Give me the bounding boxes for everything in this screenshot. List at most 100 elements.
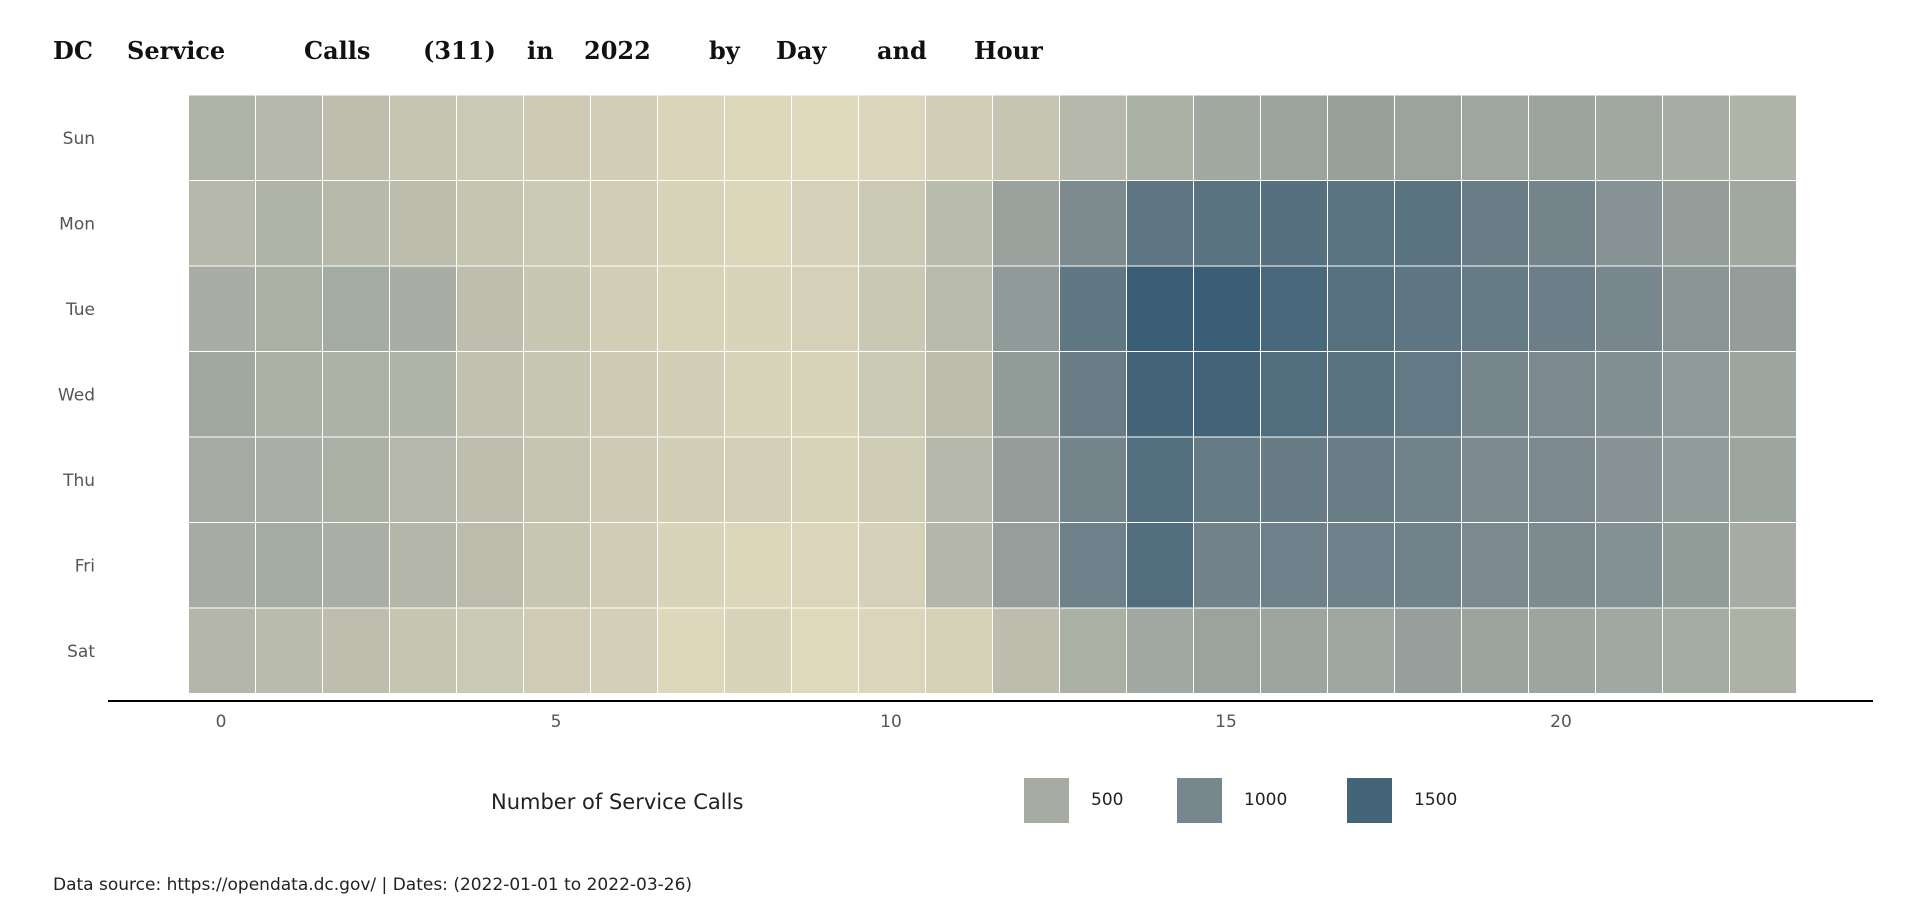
title-word: DC	[53, 36, 93, 65]
title-word: (311)	[423, 36, 496, 65]
heatmap-cell	[523, 94, 591, 181]
heatmap-cell	[791, 607, 859, 694]
title-word: Hour	[974, 36, 1043, 65]
heatmap-cell	[1729, 351, 1797, 438]
y-tick-label: Tue	[65, 300, 95, 320]
heatmap-cell	[858, 607, 926, 694]
heatmap-cell	[1662, 436, 1730, 523]
heatmap-cell	[389, 351, 457, 438]
heatmap-cell	[1394, 351, 1462, 438]
heatmap-cell	[590, 180, 658, 267]
y-tick-label: Sun	[63, 129, 95, 149]
heatmap-cell	[858, 94, 926, 181]
heatmap-cell	[255, 94, 323, 181]
heatmap-cell	[1260, 522, 1328, 609]
heatmap-cell	[1260, 436, 1328, 523]
heatmap-cell	[188, 265, 256, 352]
y-tick-label: Sat	[67, 642, 95, 662]
x-tick-label: 15	[1215, 712, 1237, 732]
heatmap-cell	[1126, 522, 1194, 609]
heatmap-cell	[992, 607, 1060, 694]
heatmap-cell	[1461, 522, 1529, 609]
heatmap-cell	[322, 180, 390, 267]
heatmap-cell	[1327, 94, 1395, 181]
y-tick-label: Mon	[59, 214, 95, 234]
heatmap-cell	[389, 522, 457, 609]
heatmap-cell	[1059, 436, 1127, 523]
heatmap-cell	[925, 180, 993, 267]
legend-key-1000	[1177, 778, 1222, 823]
caption: Data source: https://opendata.dc.gov/ | …	[53, 875, 693, 895]
heatmap-cell	[1595, 351, 1663, 438]
heatmap-cell	[925, 265, 993, 352]
heatmap-cell	[724, 436, 792, 523]
heatmap-cell	[188, 607, 256, 694]
heatmap-cell	[1528, 522, 1596, 609]
heatmap-cell	[1595, 265, 1663, 352]
heatmap-cell	[389, 94, 457, 181]
x-tick-label: 0	[216, 712, 227, 732]
title-word: in	[527, 36, 554, 65]
heatmap-cell	[791, 94, 859, 181]
heatmap-cell	[188, 522, 256, 609]
heatmap-cell	[1394, 180, 1462, 267]
heatmap-cell	[657, 265, 725, 352]
heatmap-cell	[925, 351, 993, 438]
heatmap-cell	[1059, 522, 1127, 609]
heatmap-cell	[1260, 180, 1328, 267]
heatmap-cell	[1193, 522, 1261, 609]
heatmap-cell	[590, 351, 658, 438]
heatmap-cell	[1394, 265, 1462, 352]
heatmap-cell	[322, 522, 390, 609]
heatmap-cell	[724, 94, 792, 181]
heatmap-cell	[1394, 436, 1462, 523]
heatmap-cell	[523, 351, 591, 438]
legend: Number of Service Calls 500 1000 1500	[0, 778, 1920, 828]
heatmap-cell	[858, 522, 926, 609]
heatmap-cell	[1595, 607, 1663, 694]
heatmap-cell	[1662, 94, 1730, 181]
y-tick-label: Thu	[62, 471, 95, 491]
title-word: Day	[776, 36, 827, 65]
heatmap-cell	[523, 522, 591, 609]
heatmap-cell	[456, 94, 524, 181]
legend-title: Number of Service Calls	[491, 790, 744, 814]
heatmap-cell	[925, 436, 993, 523]
heatmap-cell	[657, 94, 725, 181]
heatmap-cell	[255, 436, 323, 523]
heatmap-cell	[523, 265, 591, 352]
title-word: Service	[127, 36, 226, 65]
legend-key-500	[1024, 778, 1069, 823]
heatmap-cell	[992, 180, 1060, 267]
heatmap-cell	[992, 351, 1060, 438]
title-word: by	[709, 36, 740, 65]
heatmap-cell	[389, 180, 457, 267]
heatmap-cell	[1260, 265, 1328, 352]
heatmap-cell	[1327, 436, 1395, 523]
heatmap-cell	[523, 180, 591, 267]
heatmap-cell	[1528, 607, 1596, 694]
heatmap-cell	[1662, 351, 1730, 438]
heatmap-cell	[1528, 265, 1596, 352]
heatmap-cell	[1327, 351, 1395, 438]
heatmap-cell	[657, 607, 725, 694]
heatmap-cell	[1461, 180, 1529, 267]
heatmap-cell	[858, 351, 926, 438]
heatmap-cell	[590, 436, 658, 523]
heatmap-cell	[1260, 94, 1328, 181]
heatmap-cell	[590, 607, 658, 694]
heatmap-cell	[389, 265, 457, 352]
heatmap-cell	[456, 607, 524, 694]
heatmap-cell	[992, 522, 1060, 609]
heatmap-cell	[1729, 607, 1797, 694]
heatmap-cell	[523, 607, 591, 694]
heatmap-cell	[456, 436, 524, 523]
heatmap-cell	[389, 436, 457, 523]
heatmap-cell	[1193, 180, 1261, 267]
heatmap-cell	[322, 351, 390, 438]
legend-label-500: 500	[1091, 790, 1124, 810]
title-word: Calls	[304, 36, 371, 65]
heatmap-cell	[925, 94, 993, 181]
heatmap-cell	[590, 94, 658, 181]
heatmap-cell	[1260, 351, 1328, 438]
